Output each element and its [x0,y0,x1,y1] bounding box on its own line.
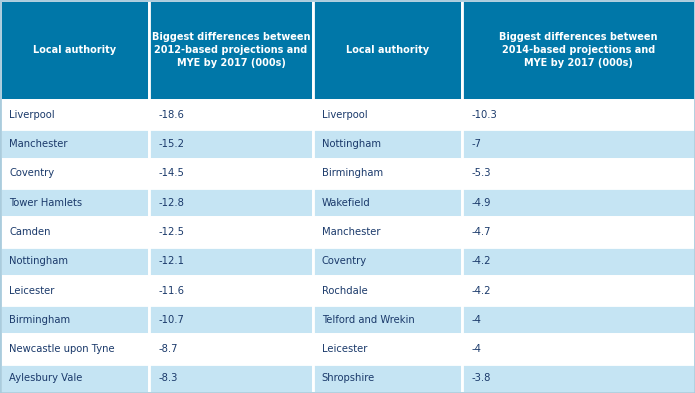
Bar [149,276,313,305]
Bar [149,159,313,188]
Text: Rochdale: Rochdale [322,286,368,296]
Text: Liverpool: Liverpool [9,110,55,120]
Bar [462,130,695,159]
Bar [462,305,695,334]
Bar [313,334,462,364]
Bar [313,188,462,217]
Bar [462,364,695,393]
Bar [313,217,462,247]
Text: Wakefield: Wakefield [322,198,370,208]
Text: Birmingham: Birmingham [9,315,70,325]
Bar [149,217,313,247]
Text: -10.3: -10.3 [471,110,497,120]
Text: -12.1: -12.1 [158,256,184,266]
Text: -8.7: -8.7 [158,344,178,354]
Bar [313,364,462,393]
Bar [149,364,313,393]
Bar [0,188,149,217]
Bar [462,188,695,217]
Text: -4.2: -4.2 [471,286,491,296]
Bar [0,0,149,100]
Text: Coventry: Coventry [322,256,367,266]
Bar [313,100,462,129]
Text: -8.3: -8.3 [158,373,178,383]
Bar [0,159,149,188]
Bar [0,364,149,393]
Bar [0,305,149,334]
Text: -4.2: -4.2 [471,256,491,266]
Bar [149,188,313,217]
Text: Telford and Wrekin: Telford and Wrekin [322,315,414,325]
Bar [462,0,695,100]
Bar [0,247,149,276]
Text: Liverpool: Liverpool [322,110,368,120]
Text: -4.7: -4.7 [471,227,491,237]
Text: -18.6: -18.6 [158,110,184,120]
Text: Leicester: Leicester [9,286,54,296]
Bar [462,247,695,276]
Text: Local authority: Local authority [33,45,116,55]
Text: Aylesbury Vale: Aylesbury Vale [9,373,83,383]
Text: -3.8: -3.8 [471,373,491,383]
Bar [0,217,149,247]
Text: -7: -7 [471,139,481,149]
Text: Manchester: Manchester [322,227,380,237]
Text: Nottingham: Nottingham [322,139,381,149]
Text: -15.2: -15.2 [158,139,184,149]
Bar [149,305,313,334]
Text: -10.7: -10.7 [158,315,184,325]
Bar [0,334,149,364]
Text: -5.3: -5.3 [471,169,491,178]
Bar [462,276,695,305]
Text: Biggest differences between
2012-based projections and
MYE by 2017 (000s): Biggest differences between 2012-based p… [152,32,311,68]
Bar [462,217,695,247]
Bar [149,130,313,159]
Bar [0,100,149,129]
Text: Manchester: Manchester [9,139,67,149]
Bar [313,159,462,188]
Bar [149,0,313,100]
Bar [313,247,462,276]
Text: -12.5: -12.5 [158,227,184,237]
Bar [462,334,695,364]
Bar [462,100,695,129]
Bar [149,100,313,129]
Bar [313,276,462,305]
Text: -4: -4 [471,315,481,325]
Text: Camden: Camden [9,227,51,237]
Text: -4: -4 [471,344,481,354]
Bar [0,276,149,305]
Text: Local authority: Local authority [346,45,429,55]
Text: Newcastle upon Tyne: Newcastle upon Tyne [9,344,115,354]
Text: -4.9: -4.9 [471,198,491,208]
Text: Birmingham: Birmingham [322,169,383,178]
Bar [313,0,462,100]
Text: Coventry: Coventry [9,169,54,178]
Text: -14.5: -14.5 [158,169,184,178]
Text: Biggest differences between
2014-based projections and
MYE by 2017 (000s): Biggest differences between 2014-based p… [499,32,658,68]
Text: Nottingham: Nottingham [9,256,68,266]
Bar [462,159,695,188]
Bar [0,130,149,159]
Text: -11.6: -11.6 [158,286,184,296]
Text: Tower Hamlets: Tower Hamlets [9,198,82,208]
Bar [313,130,462,159]
Text: Shropshire: Shropshire [322,373,375,383]
Text: -12.8: -12.8 [158,198,184,208]
Bar [149,247,313,276]
Bar [313,305,462,334]
Bar [149,334,313,364]
Text: Leicester: Leicester [322,344,367,354]
